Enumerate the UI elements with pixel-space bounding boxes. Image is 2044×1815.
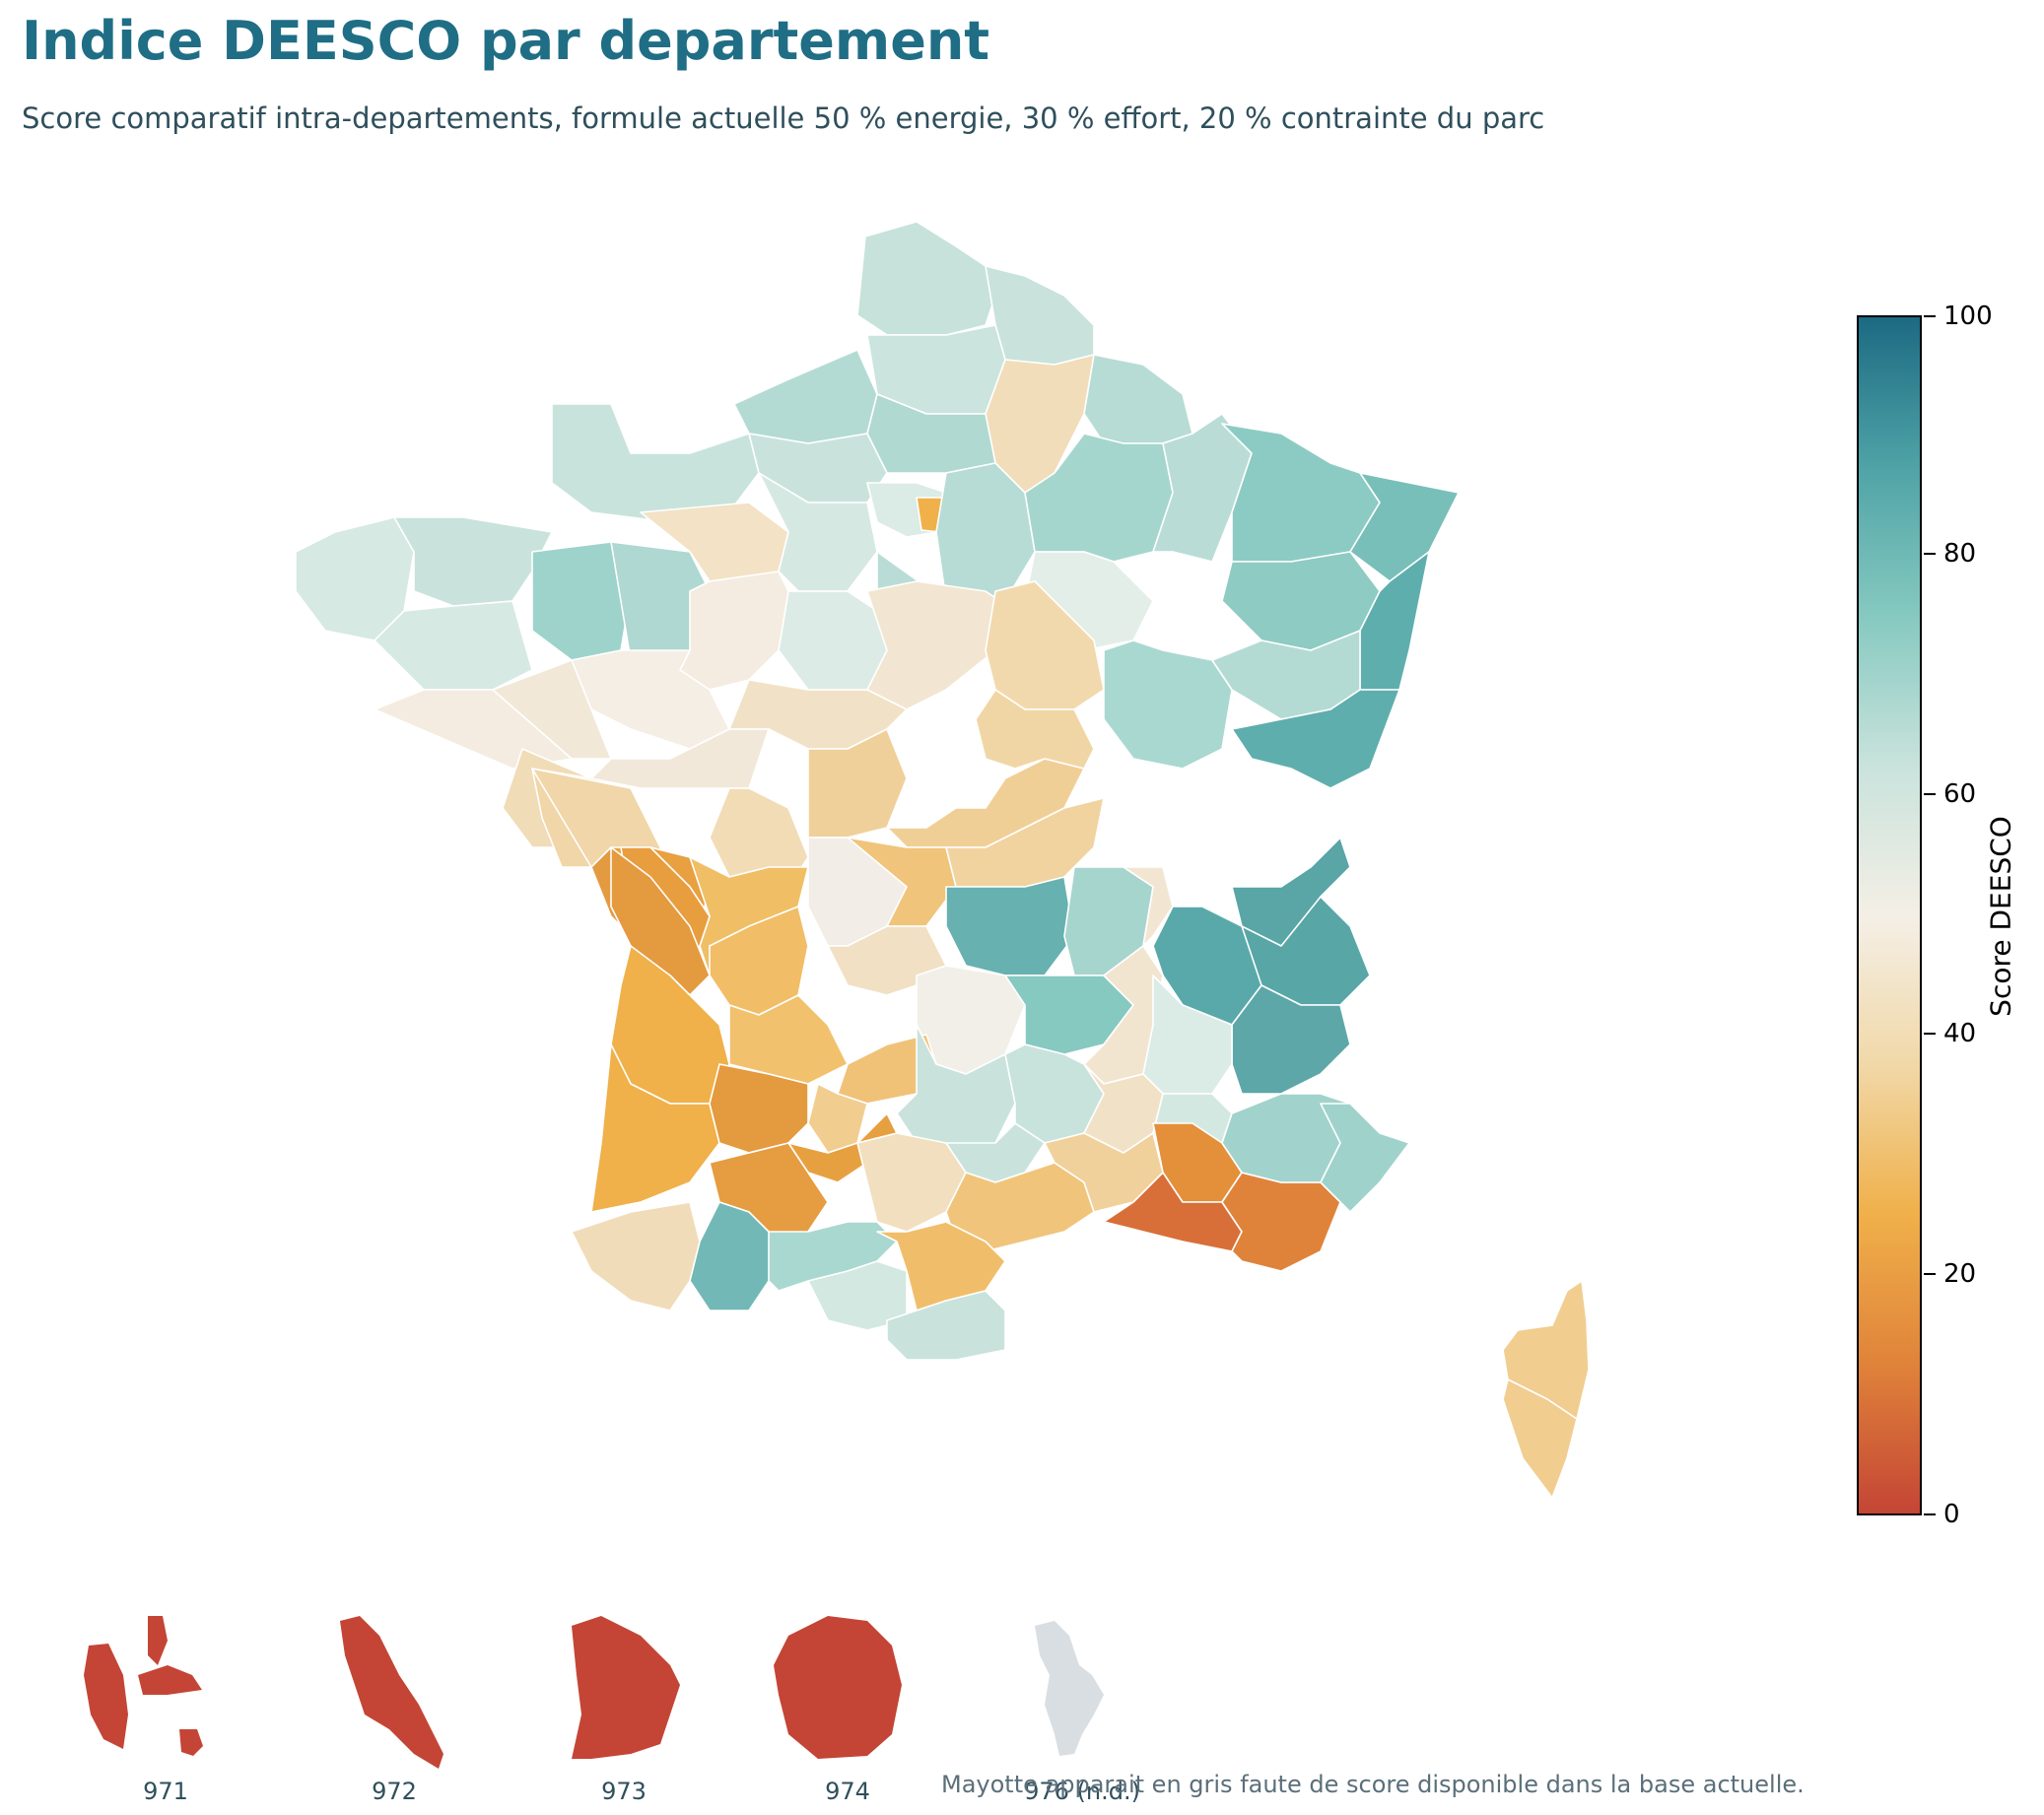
department-region (856, 221, 996, 336)
department-region (778, 590, 888, 691)
overseas-label-973: 973 (601, 1778, 647, 1805)
colorbar-tick-label: 100 (1943, 302, 1993, 331)
department-region (866, 580, 1016, 710)
colorbar-tick (1924, 1513, 1936, 1515)
reunion-shape (774, 1616, 902, 1759)
martinique-shape (340, 1616, 443, 1769)
department-region (1231, 689, 1400, 789)
department-region (935, 462, 1036, 602)
colorbar-tick-label: 60 (1943, 779, 1977, 809)
overseas-label-971: 971 (143, 1778, 188, 1805)
guadeloupe-shape (138, 1665, 202, 1695)
department-region (1103, 639, 1233, 770)
colorbar-label: Score DEESCO (1984, 816, 2017, 1017)
colorbar: 0 20 40 60 80 100 (1857, 302, 1993, 1529)
department-region (1320, 1103, 1410, 1213)
department-region (590, 1043, 720, 1213)
colorbar-gradient (1857, 315, 1922, 1515)
colorbar-tick (1924, 315, 1936, 317)
overseas-label-974: 974 (825, 1778, 870, 1805)
overseas-label-976: 976 (n.d.) (1024, 1778, 1140, 1805)
department-region (847, 837, 957, 927)
guyane-shape (572, 1616, 680, 1759)
mayotte-shape (1035, 1621, 1104, 1756)
department-region (886, 1290, 1006, 1361)
department-region (1083, 354, 1193, 444)
department-region (945, 876, 1075, 976)
department-region (985, 580, 1105, 710)
colorbar-tick (1924, 1033, 1936, 1035)
guadeloupe-shape (148, 1616, 168, 1665)
colorbar-tick-label: 20 (1943, 1259, 1977, 1289)
colorbar-tick-label: 40 (1943, 1019, 1977, 1048)
department-region (733, 349, 878, 444)
colorbar-tick-label: 0 (1943, 1500, 1960, 1529)
department-region (975, 689, 1095, 770)
department-region (1502, 1378, 1578, 1499)
guadeloupe-shape (84, 1644, 128, 1749)
department-region (1221, 1172, 1341, 1272)
department-region (571, 1201, 701, 1311)
department-region (590, 728, 770, 789)
footnote: Mayotte apparait en gris faute de score … (941, 1771, 1805, 1798)
department-region (1152, 413, 1253, 563)
colorbar-tick (1924, 1273, 1936, 1275)
colorbar-tick (1924, 793, 1936, 795)
colorbar-tick-label: 80 (1943, 539, 1977, 569)
map-title: Indice DEESCO par departement (22, 10, 990, 72)
map-subtitle: Score comparatif intra-departements, for… (22, 101, 1545, 135)
department-region (807, 1260, 908, 1331)
department-region (1231, 984, 1351, 1095)
colorbar-tick (1924, 553, 1936, 555)
department-region (1123, 866, 1174, 947)
guadeloupe-shape (179, 1729, 203, 1756)
department-region (393, 516, 553, 607)
department-region (679, 571, 789, 691)
overseas-label-972: 972 (372, 1778, 417, 1805)
